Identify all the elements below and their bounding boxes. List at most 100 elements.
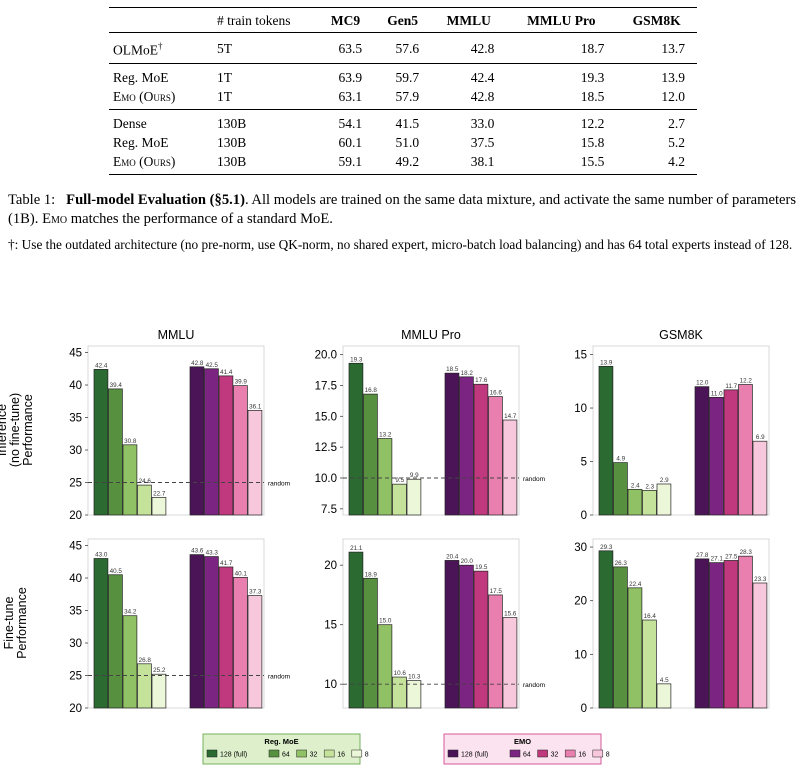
bar [459,376,474,516]
legend-swatch [268,749,280,758]
caption-footnote: †: Use the outdated architecture (no pre… [8,237,793,252]
legend-entry-label: 32 [310,752,318,759]
model-cell: Emo (Ours) [113,88,176,104]
model-cell: Emo (Ours) [109,151,213,175]
value-cell: 60.1 [338,134,363,150]
bar-value-label: 24.6 [139,478,152,485]
caption-title: Full-model Evaluation (§5.1) [66,192,245,208]
bar-value-label: 20.4 [446,553,459,560]
header-mmlu: MMLU [431,7,507,33]
bar-value-label: 43.6 [191,548,204,555]
legend-swatch [592,749,604,758]
bar [656,483,672,516]
legend-swatch [564,749,576,758]
dagger-mark: † [158,41,163,51]
bar [363,577,378,709]
bar-value-label: 39.4 [110,382,123,389]
bar [694,558,710,709]
bar-value-label: 2.4 [631,482,640,489]
value-cell: 63.9 [317,62,375,87]
bar-value-label: 43.0 [95,552,108,559]
bar [93,369,109,516]
bar [392,483,407,516]
bar-value-label: 25.2 [153,667,166,674]
bar-value-label: 37.3 [249,589,262,596]
row-axis-label-line: Fine-tune [2,597,16,650]
value-cell: 13.7 [616,32,697,63]
legend-entry-label: 64 [282,752,290,759]
legend-swatch [296,749,307,758]
row-axis-label-line: Inference [0,404,9,456]
row-axis-label-line: (no fine-tune) [8,393,22,467]
bar [348,362,364,516]
header-mc9: MC9 [317,7,375,33]
legend-entry-label: 32 [551,752,559,759]
y-tick-label: 25 [69,671,82,683]
bar-value-label: 41.4 [220,369,233,376]
bar-value-label: 10.6 [394,670,407,677]
bar-value-label: 30.8 [124,438,137,445]
bar-value-label: 41.7 [220,560,233,567]
random-label: random [268,674,290,681]
bar [122,444,138,516]
y-tick-label: 15 [574,350,587,362]
bar [204,368,219,516]
bar [488,594,503,709]
value-cell: 38.1 [431,151,507,175]
random-label: random [523,682,545,689]
legend-swatch [537,749,548,758]
y-tick-label: 10 [574,403,587,415]
value-cell: 2.7 [616,108,697,133]
bar [108,388,123,516]
bar [627,587,643,709]
value-cell: 13.9 [616,62,697,87]
bar [151,673,167,709]
value-cell: 57.9 [395,88,420,104]
value-cell: 63.5 [317,32,375,63]
bar-value-label: 6.9 [756,434,765,441]
bar [233,385,248,516]
y-tick-label: 0 [581,703,587,715]
tokens-cell: 130B [213,108,317,133]
model-cell: OLMoE† [109,32,213,63]
value-cell: 57.6 [374,32,432,63]
bar [502,617,518,709]
value-cell: 12.2 [506,108,617,133]
bar-value-label: 42.4 [95,362,108,369]
bar [709,396,724,516]
y-tick-label: 0 [581,510,587,522]
bar-value-label: 12.0 [696,380,709,387]
legend-swatch [447,749,459,758]
bar-value-label: 12.2 [740,378,753,385]
bar-value-label: 36.1 [249,403,262,410]
bar-value-label: 27.8 [696,552,709,559]
y-tick-label: 12.5 [315,442,337,454]
y-tick-label: 40 [69,380,82,392]
bar-value-label: 17.5 [490,588,503,595]
legend-entry-label: 16 [337,752,345,759]
tokens-cell: 1T [217,88,232,104]
bar-value-label: 9.9 [410,472,419,479]
value-cell: 33.0 [431,108,507,133]
bar-value-label: 19.5 [475,564,488,571]
bar-value-label: 18.5 [446,366,459,373]
bar-value-label: 2.3 [645,483,654,490]
bar-value-label: 10.3 [408,674,421,681]
y-tick-label: 15.0 [315,411,337,423]
panel-title: GSM8K [659,328,703,342]
value-cell: 42.8 [470,88,495,104]
bar-value-label: 15.0 [379,618,392,625]
header-gen5: Gen5 [374,7,432,33]
value-cell: 15.5 [506,151,617,175]
row-axis-label-line: Performance [15,587,29,659]
value-cell: 18.7 [506,32,617,63]
bar [598,365,614,516]
bar-value-label: 13.2 [379,432,392,439]
bar [752,582,768,709]
bar [694,386,710,516]
caption-text-b: matches the performance of a standard Mo… [67,211,333,227]
bar-value-label: 17.6 [475,377,488,384]
legend-entry-label: 128 (full) [461,752,488,759]
bar-value-label: 42.5 [206,362,219,369]
bar [502,419,518,516]
